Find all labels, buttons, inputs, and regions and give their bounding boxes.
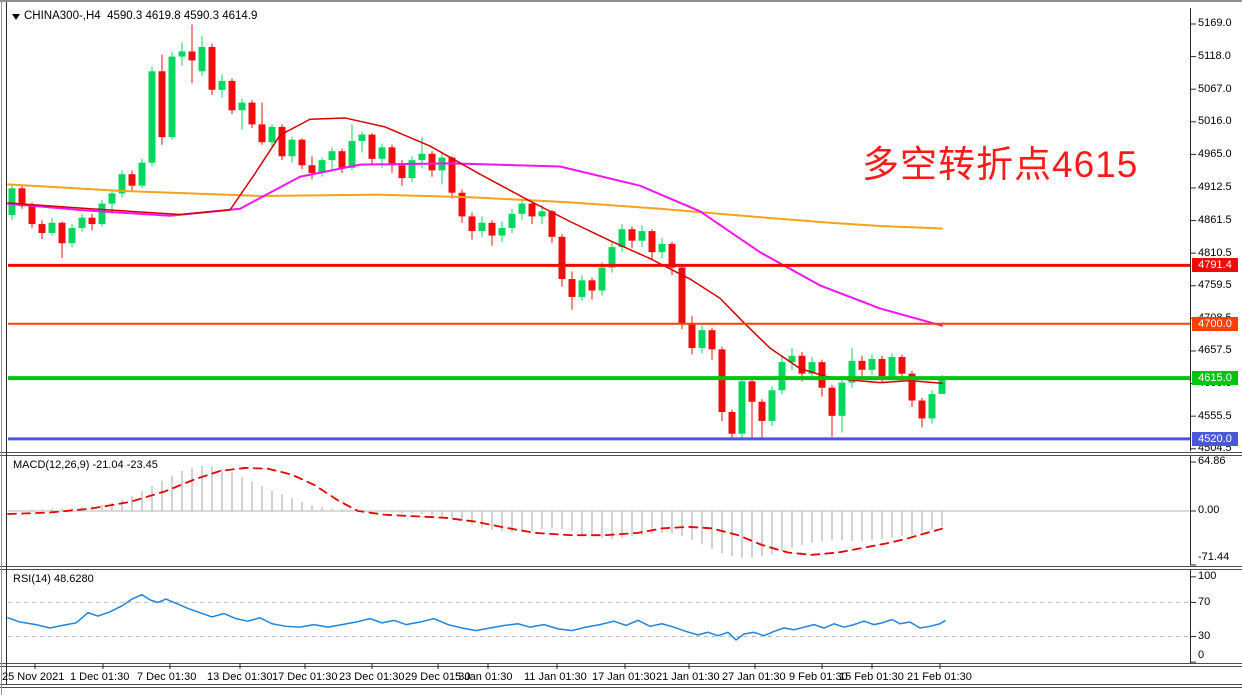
- price-axis-label: 5118.0: [1198, 50, 1231, 63]
- chart-title: CHINA300-,H4 4590.3 4619.8 4590.3 4614.9: [24, 10, 257, 23]
- price-line-badge: 4615.0: [1192, 371, 1238, 386]
- price-line-badge: 4791.4: [1192, 258, 1238, 273]
- ohlc-values: 4590.3 4619.8 4590.3 4614.9: [107, 10, 258, 22]
- price-axis-label: 4965.0: [1198, 147, 1232, 160]
- date-axis-label: 15 Feb 01:30: [839, 671, 904, 683]
- date-axis-label: 25 Nov 2021: [2, 671, 65, 683]
- macd-axis-label: -71.44: [1198, 551, 1230, 563]
- price-axis-label: 4759.5: [1198, 279, 1232, 292]
- rsi-axis-label: 0: [1198, 649, 1205, 661]
- date-axis-label: 5 Jan 01:30: [455, 671, 513, 683]
- price-axis-label: 4912.5: [1198, 181, 1232, 194]
- rsi-axis-label: 100: [1198, 570, 1217, 583]
- macd-axis-label: 0.00: [1198, 504, 1220, 517]
- price-axis-label: 5016.0: [1198, 115, 1232, 128]
- rsi-axis-label: 70: [1198, 595, 1211, 608]
- date-axis-label: 7 Dec 01:30: [137, 671, 197, 683]
- date-axis-label: 21 Feb 01:30: [907, 671, 972, 683]
- date-axis-label: 27 Jan 01:30: [722, 671, 786, 683]
- symbol-period-label: CHINA300-,H4: [24, 10, 101, 22]
- date-axis-label: 13 Dec 01:30: [207, 671, 273, 683]
- price-line-badge: 4700.0: [1192, 316, 1238, 331]
- date-axis-label: 21 Jan 01:30: [656, 671, 720, 683]
- date-axis-label: 17 Dec 01:30: [272, 671, 338, 683]
- macd-indicator-label: MACD(12,26,9) -21.04 -23.45: [13, 459, 158, 471]
- symbol-dropdown-icon[interactable]: [12, 14, 20, 20]
- chart-annotation-text: 多空转折点4615: [862, 144, 1139, 185]
- price-line-badge: 4520.0: [1192, 431, 1238, 446]
- rsi-axis-label: 30: [1198, 630, 1211, 643]
- date-axis-label: 29 Dec 01:30: [405, 671, 471, 683]
- date-axis-label: 9 Feb 01:30: [789, 671, 848, 683]
- price-axis-label: 4555.5: [1198, 409, 1232, 422]
- date-axis-label: 23 Dec 01:30: [339, 671, 405, 683]
- date-axis-label: 1 Dec 01:30: [70, 671, 130, 683]
- price-axis-label: 5067.0: [1198, 82, 1232, 95]
- date-axis-label: 11 Jan 01:30: [524, 671, 587, 683]
- date-axis-label: 17 Jan 01:30: [592, 671, 656, 683]
- price-axis-label: 4810.5: [1198, 246, 1232, 259]
- price-axis-label: 5169.0: [1198, 17, 1232, 30]
- price-axis-label: 4861.5: [1198, 214, 1232, 227]
- rsi-indicator-label: RSI(14) 48.6280: [13, 573, 94, 585]
- macd-axis-label: 64.86: [1198, 455, 1226, 468]
- price-axis-label: 4657.5: [1198, 344, 1232, 357]
